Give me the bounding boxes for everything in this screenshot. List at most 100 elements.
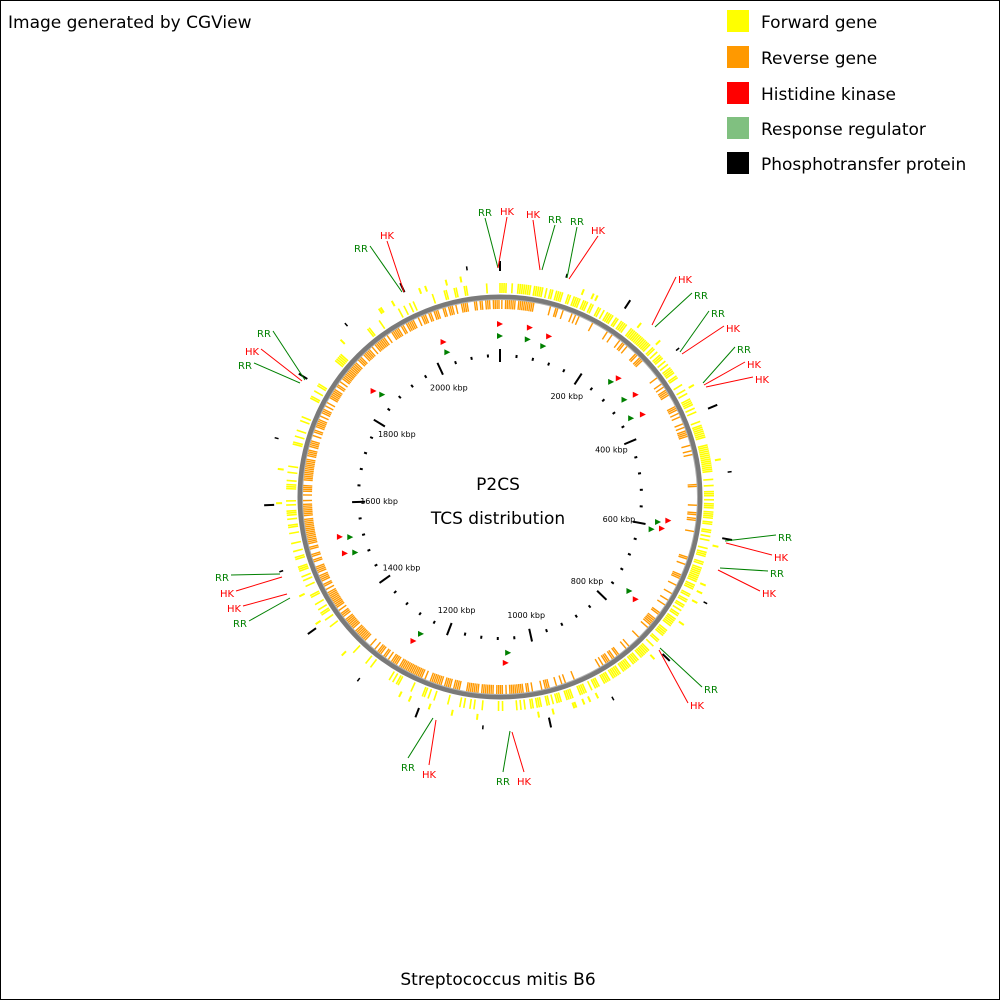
annotation-label: RR bbox=[737, 345, 751, 356]
scale-label: 800 kbp bbox=[571, 577, 604, 586]
forward-gene bbox=[534, 697, 539, 708]
reverse-gene bbox=[322, 579, 332, 586]
outer-tick bbox=[274, 436, 279, 440]
forward-gene bbox=[316, 384, 327, 392]
reverse-gene bbox=[547, 305, 552, 316]
annotation-line bbox=[369, 245, 403, 293]
forward-gene bbox=[573, 297, 580, 308]
forward-gene bbox=[518, 283, 522, 295]
reverse-gene bbox=[348, 617, 357, 626]
forward-gene bbox=[678, 594, 688, 601]
reverse-gene bbox=[429, 672, 435, 683]
reverse-gene bbox=[433, 310, 438, 321]
forward-gene bbox=[701, 466, 713, 470]
forward-gene bbox=[481, 700, 484, 711]
forward-gene bbox=[391, 673, 399, 683]
forward-gene bbox=[689, 571, 700, 577]
reverse-gene bbox=[308, 546, 319, 551]
forward-gene bbox=[465, 285, 469, 296]
feature-arrow bbox=[341, 550, 348, 557]
forward-gene bbox=[703, 506, 714, 509]
reverse-gene bbox=[416, 667, 423, 678]
forward-gene bbox=[547, 288, 552, 300]
outer-tick bbox=[703, 601, 708, 605]
reverse-gene bbox=[475, 300, 479, 311]
scale-tick bbox=[627, 552, 632, 556]
forward-gene bbox=[646, 348, 656, 357]
reverse-gene bbox=[464, 302, 468, 313]
feature-arrow bbox=[526, 324, 533, 331]
annotation-label: RR bbox=[548, 215, 562, 226]
legend-label: Response regulator bbox=[761, 120, 926, 140]
forward-gene bbox=[549, 289, 554, 300]
reverse-gene bbox=[539, 680, 543, 691]
reverse-gene bbox=[365, 350, 374, 360]
reverse-gene bbox=[449, 678, 453, 689]
reverse-gene bbox=[335, 385, 345, 393]
forward-gene bbox=[446, 694, 451, 705]
legend-label: Forward gene bbox=[761, 13, 877, 33]
reverse-gene bbox=[658, 390, 668, 398]
reverse-gene bbox=[561, 674, 567, 684]
forward-gene bbox=[286, 479, 297, 482]
forward-gene bbox=[310, 395, 321, 402]
forward-gene bbox=[515, 700, 518, 711]
reverse-gene bbox=[630, 354, 639, 363]
reverse-gene bbox=[671, 415, 682, 422]
reverse-gene bbox=[513, 299, 516, 310]
forward-gene bbox=[656, 626, 665, 635]
reverse-gene bbox=[406, 662, 413, 673]
reverse-gene bbox=[398, 658, 405, 668]
forward-gene bbox=[669, 609, 679, 617]
outer-tick bbox=[307, 627, 317, 635]
annotation-label: RR bbox=[233, 619, 247, 630]
forward-gene bbox=[605, 313, 613, 324]
reverse-gene bbox=[330, 393, 340, 400]
forward-gene bbox=[532, 285, 536, 296]
reverse-gene bbox=[443, 306, 449, 317]
reverse-gene bbox=[430, 673, 436, 684]
forward-gene bbox=[557, 692, 563, 703]
forward-gene bbox=[641, 342, 650, 351]
annotation-label: HK bbox=[526, 210, 541, 221]
forward-gene bbox=[662, 619, 672, 627]
forward-gene bbox=[645, 638, 654, 647]
scale-tick bbox=[560, 622, 564, 627]
reverse-gene bbox=[570, 670, 576, 681]
forward-gene bbox=[630, 332, 639, 342]
forward-gene bbox=[631, 652, 640, 661]
reverse-gene bbox=[451, 304, 456, 315]
forward-gene bbox=[313, 390, 324, 397]
reverse-gene bbox=[346, 616, 356, 624]
forward-gene bbox=[703, 514, 714, 518]
annotation-line bbox=[719, 567, 769, 572]
forward-gene bbox=[287, 523, 298, 527]
reverse-gene bbox=[516, 684, 519, 695]
forward-gene bbox=[649, 351, 658, 360]
feature-arrow bbox=[615, 375, 622, 382]
feature-arrow bbox=[628, 415, 635, 422]
scale-tick bbox=[547, 362, 551, 366]
reverse-gene bbox=[418, 668, 425, 679]
reverse-gene bbox=[403, 661, 410, 671]
forward-gene bbox=[687, 576, 697, 583]
forward-gene bbox=[607, 669, 615, 679]
forward-gene bbox=[607, 314, 614, 325]
reverse-gene bbox=[311, 434, 322, 439]
forward-gene bbox=[618, 322, 626, 332]
scale-tick bbox=[405, 601, 409, 606]
reverse-gene bbox=[466, 301, 470, 312]
reverse-gene bbox=[333, 388, 343, 396]
reverse-gene bbox=[479, 299, 482, 311]
reverse-gene bbox=[635, 359, 644, 368]
reverse-gene bbox=[375, 342, 383, 351]
reverse-gene bbox=[304, 528, 315, 532]
reverse-gene bbox=[669, 412, 680, 418]
reverse-gene bbox=[373, 343, 382, 353]
reverse-gene bbox=[477, 683, 480, 694]
forward-gene bbox=[551, 708, 555, 715]
forward-gene bbox=[641, 642, 650, 652]
forward-gene bbox=[609, 668, 616, 678]
feature-arrow bbox=[546, 333, 553, 340]
annotation-label: HK bbox=[500, 207, 515, 218]
